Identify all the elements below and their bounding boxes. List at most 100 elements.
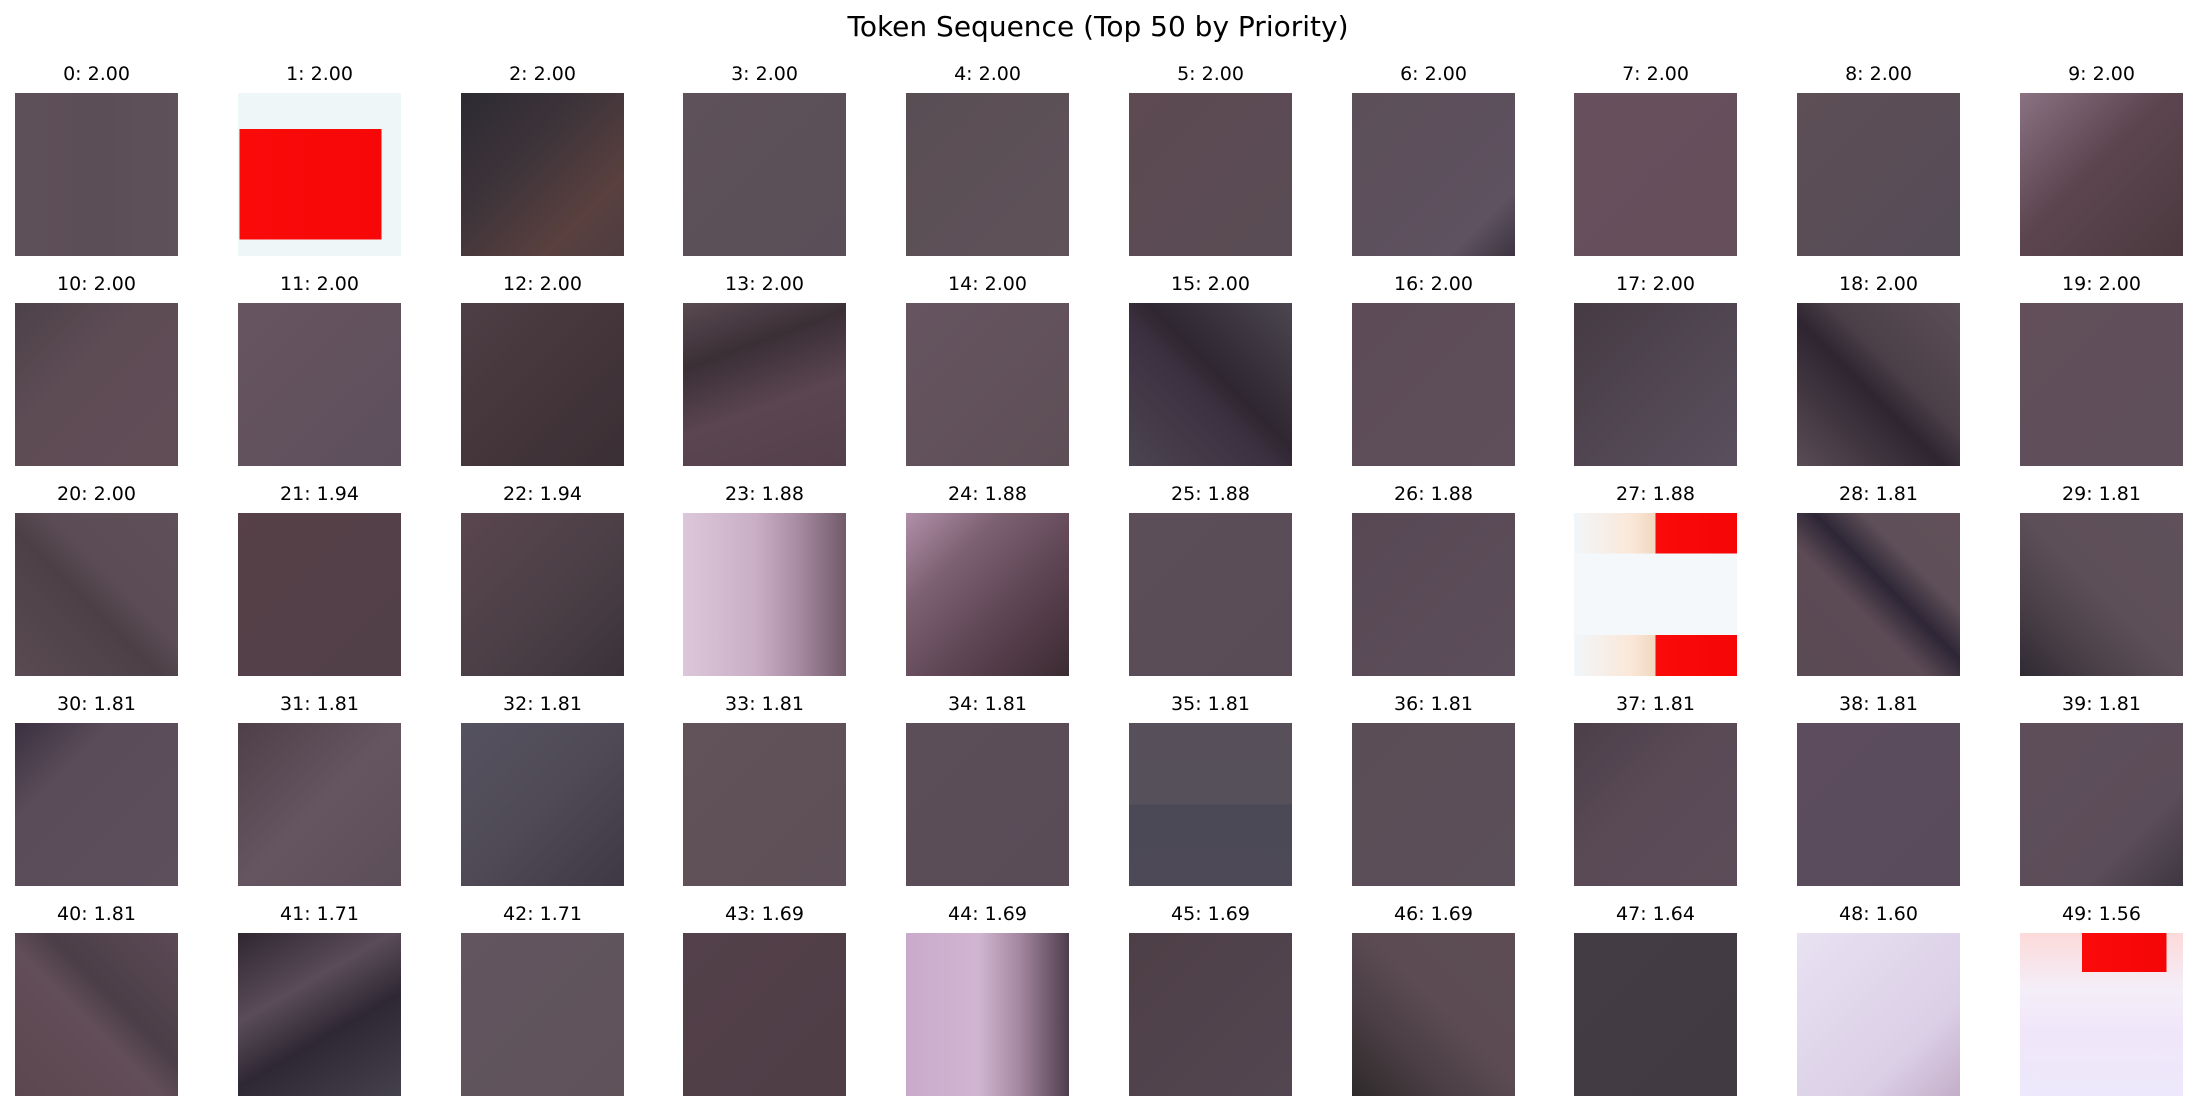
- token-cell: 33: 1.81: [683, 692, 846, 886]
- token-patch: [1129, 513, 1292, 676]
- token-cell: 42: 1.71: [461, 902, 624, 1096]
- token-label: 9: 2.00: [2068, 63, 2135, 85]
- token-label: 46: 1.69: [1394, 903, 1473, 925]
- token-label: 33: 1.81: [725, 693, 804, 715]
- token-patch: [1352, 933, 1515, 1096]
- token-cell: 12: 2.00: [461, 272, 624, 466]
- token-cell: 5: 2.00: [1129, 62, 1292, 256]
- token-label: 23: 1.88: [725, 483, 804, 505]
- token-label: 17: 2.00: [1616, 273, 1695, 295]
- token-label: 0: 2.00: [63, 63, 130, 85]
- token-patch: [683, 513, 846, 676]
- token-cell: 13: 2.00: [683, 272, 846, 466]
- token-label: 45: 1.69: [1171, 903, 1250, 925]
- token-cell: 30: 1.81: [15, 692, 178, 886]
- token-cell: 25: 1.88: [1129, 482, 1292, 676]
- token-label: 26: 1.88: [1394, 483, 1473, 505]
- token-patch: [2020, 933, 2183, 1096]
- token-patch: [461, 723, 624, 886]
- token-patch: [906, 93, 1069, 256]
- token-patch: [461, 303, 624, 466]
- token-cell: 24: 1.88: [906, 482, 1069, 676]
- token-cell: 38: 1.81: [1797, 692, 1960, 886]
- token-patch: [683, 933, 846, 1096]
- token-patch: [1797, 723, 1960, 886]
- token-label: 44: 1.69: [948, 903, 1027, 925]
- token-patch: [1574, 93, 1737, 256]
- token-patch: [1129, 723, 1292, 886]
- token-label: 37: 1.81: [1616, 693, 1695, 715]
- token-cell: 44: 1.69: [906, 902, 1069, 1096]
- token-cell: 16: 2.00: [1352, 272, 1515, 466]
- token-label: 7: 2.00: [1622, 63, 1689, 85]
- token-patch: [2020, 513, 2183, 676]
- token-label: 16: 2.00: [1394, 273, 1473, 295]
- token-label: 27: 1.88: [1616, 483, 1695, 505]
- token-label: 31: 1.81: [280, 693, 359, 715]
- token-cell: 26: 1.88: [1352, 482, 1515, 676]
- token-patch: [1797, 933, 1960, 1096]
- token-patch: [1352, 723, 1515, 886]
- token-cell: 29: 1.81: [2020, 482, 2183, 676]
- token-cell: 17: 2.00: [1574, 272, 1737, 466]
- token-patch: [461, 93, 624, 256]
- token-patch: [15, 93, 178, 256]
- token-patch: [1129, 933, 1292, 1096]
- token-cell: 46: 1.69: [1352, 902, 1515, 1096]
- token-cell: 0: 2.00: [15, 62, 178, 256]
- token-cell: 37: 1.81: [1574, 692, 1737, 886]
- token-patch: [1574, 513, 1737, 676]
- token-patch: [2020, 303, 2183, 466]
- token-cell: 31: 1.81: [238, 692, 401, 886]
- token-patch: [238, 723, 401, 886]
- token-patch: [238, 93, 401, 256]
- token-label: 21: 1.94: [280, 483, 359, 505]
- token-patch: [1797, 93, 1960, 256]
- token-patch: [1574, 933, 1737, 1096]
- token-label: 19: 2.00: [2062, 273, 2141, 295]
- token-cell: 35: 1.81: [1129, 692, 1292, 886]
- token-patch: [906, 303, 1069, 466]
- token-label: 47: 1.64: [1616, 903, 1695, 925]
- token-label: 13: 2.00: [725, 273, 804, 295]
- token-cell: 14: 2.00: [906, 272, 1069, 466]
- token-patch: [461, 513, 624, 676]
- token-label: 8: 2.00: [1845, 63, 1912, 85]
- token-label: 32: 1.81: [503, 693, 582, 715]
- token-label: 10: 2.00: [57, 273, 136, 295]
- token-label: 38: 1.81: [1839, 693, 1918, 715]
- token-label: 40: 1.81: [57, 903, 136, 925]
- token-label: 36: 1.81: [1394, 693, 1473, 715]
- token-label: 42: 1.71: [503, 903, 582, 925]
- token-cell: 20: 2.00: [15, 482, 178, 676]
- token-label: 49: 1.56: [2062, 903, 2141, 925]
- token-label: 25: 1.88: [1171, 483, 1250, 505]
- token-patch: [238, 303, 401, 466]
- token-cell: 22: 1.94: [461, 482, 624, 676]
- token-cell: 3: 2.00: [683, 62, 846, 256]
- token-cell: 27: 1.88: [1574, 482, 1737, 676]
- token-label: 35: 1.81: [1171, 693, 1250, 715]
- token-patch: [15, 933, 178, 1096]
- token-cell: 11: 2.00: [238, 272, 401, 466]
- token-label: 43: 1.69: [725, 903, 804, 925]
- token-cell: 23: 1.88: [683, 482, 846, 676]
- token-patch: [15, 303, 178, 466]
- token-cell: 45: 1.69: [1129, 902, 1292, 1096]
- token-label: 30: 1.81: [57, 693, 136, 715]
- token-cell: 6: 2.00: [1352, 62, 1515, 256]
- figure-title: Token Sequence (Top 50 by Priority): [847, 10, 1349, 43]
- token-cell: 4: 2.00: [906, 62, 1069, 256]
- token-patch: [906, 723, 1069, 886]
- token-cell: 10: 2.00: [15, 272, 178, 466]
- token-cell: 40: 1.81: [15, 902, 178, 1096]
- token-patch: [906, 513, 1069, 676]
- token-label: 5: 2.00: [1177, 63, 1244, 85]
- token-cell: 41: 1.71: [238, 902, 401, 1096]
- token-cell: 47: 1.64: [1574, 902, 1737, 1096]
- token-patch: [1797, 303, 1960, 466]
- token-cell: 19: 2.00: [2020, 272, 2183, 466]
- token-patch: [1352, 513, 1515, 676]
- token-label: 2: 2.00: [509, 63, 576, 85]
